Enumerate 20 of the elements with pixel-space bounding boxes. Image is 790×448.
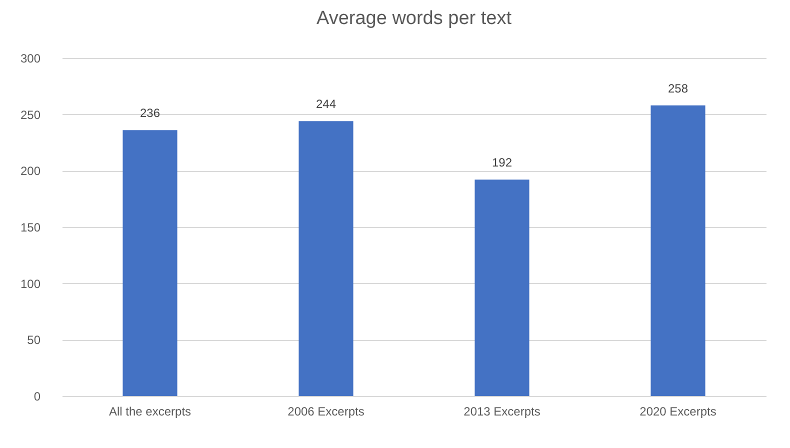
bar xyxy=(122,130,178,396)
y-tick-label: 0 xyxy=(34,390,41,404)
y-tick-label: 100 xyxy=(20,276,41,291)
y-tick-label: 300 xyxy=(20,52,41,66)
x-tick-label: All the excerpts xyxy=(108,404,192,418)
x-tick-label: 2020 Excerpts xyxy=(640,404,716,418)
bar xyxy=(650,105,706,396)
bar xyxy=(474,180,530,396)
x-tick-label: 2013 Excerpts xyxy=(464,404,540,418)
chart-title: Average words per text xyxy=(316,8,512,29)
data-label: 192 xyxy=(492,156,512,170)
bar xyxy=(298,121,354,396)
y-tick-label: 250 xyxy=(20,108,41,122)
y-tick-label: 50 xyxy=(27,333,41,348)
y-tick-label: 200 xyxy=(20,164,41,178)
x-tick-label: 2006 Excerpts xyxy=(288,404,364,418)
data-label: 258 xyxy=(668,81,688,96)
data-label: 236 xyxy=(140,106,160,120)
data-label: 244 xyxy=(316,97,336,112)
y-tick-label: 150 xyxy=(20,220,41,234)
